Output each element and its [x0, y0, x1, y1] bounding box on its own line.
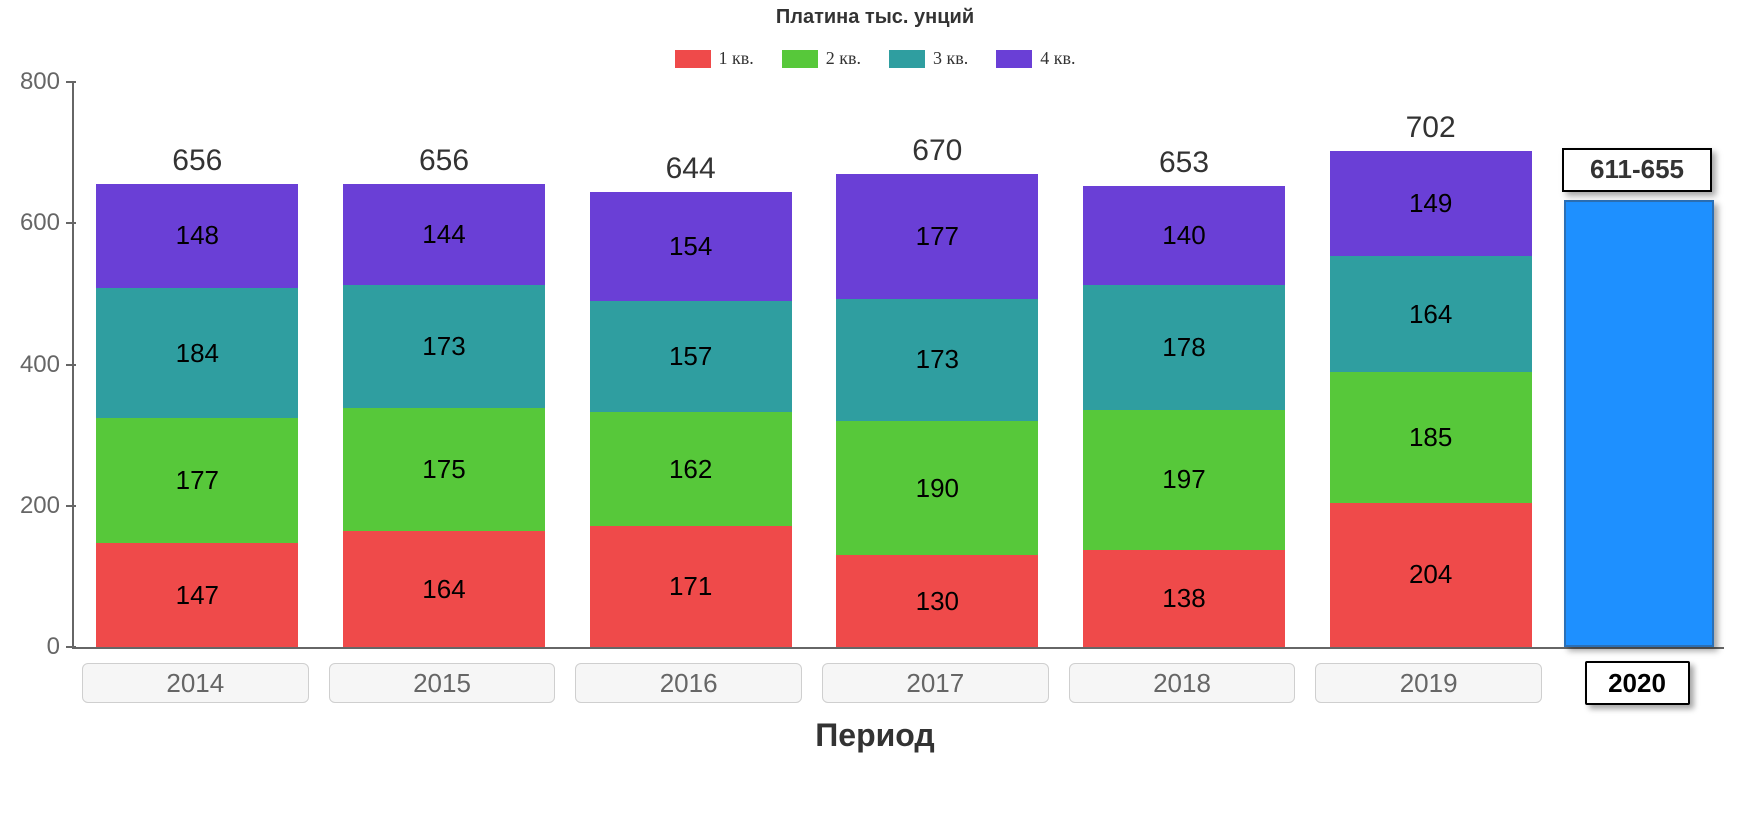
- bar-segment: 184: [96, 288, 298, 418]
- segment-value: 177: [916, 221, 959, 252]
- legend-item: 2 кв.: [782, 48, 861, 69]
- chart-container: Платина тыс. унций 1 кв.2 кв.3 кв.4 кв. …: [0, 0, 1750, 819]
- bar-total: 702: [1406, 111, 1456, 145]
- forecast-category-label: 2020: [1585, 661, 1690, 705]
- bar-segment: 177: [836, 174, 1038, 299]
- segment-value: 171: [669, 571, 712, 602]
- bar: 177173190130670: [836, 174, 1038, 647]
- segment-value: 162: [669, 454, 712, 485]
- chart-title: Платина тыс. унций: [0, 6, 1750, 29]
- bar-total: 653: [1159, 146, 1209, 180]
- bar-segment: 154: [590, 192, 792, 301]
- category-label: 2015: [329, 663, 556, 703]
- bar: 154157162171644: [590, 192, 792, 647]
- x-axis-label: Период: [0, 717, 1750, 754]
- bar-segment: 164: [343, 531, 545, 647]
- segment-value: 185: [1409, 422, 1452, 453]
- bar: 148184177147656: [96, 184, 298, 647]
- segment-value: 138: [1162, 583, 1205, 614]
- segment-value: 154: [669, 231, 712, 262]
- bar-segment: 140: [1083, 186, 1285, 285]
- segment-value: 173: [916, 344, 959, 375]
- segment-value: 164: [1409, 299, 1452, 330]
- segment-value: 197: [1162, 464, 1205, 495]
- segment-value: 144: [422, 219, 465, 250]
- bar-segment: 157: [590, 301, 792, 412]
- bar: 144173175164656: [343, 184, 545, 647]
- bar-total: 670: [912, 134, 962, 168]
- bar-total: 656: [419, 144, 469, 178]
- bar-segment: 204: [1330, 503, 1532, 647]
- category-label: 2017: [822, 663, 1049, 703]
- legend-label: 2 кв.: [826, 48, 861, 69]
- bar-segment: 177: [96, 418, 298, 543]
- bar-segment: 147: [96, 543, 298, 647]
- bar: 149164185204702: [1330, 151, 1532, 647]
- segment-value: 140: [1162, 220, 1205, 251]
- y-tick: 400: [20, 351, 74, 379]
- plot-area: 0200400600800148184177147656144173175164…: [72, 82, 1724, 649]
- category-label: 2019: [1315, 663, 1542, 703]
- legend-swatch: [996, 50, 1032, 68]
- segment-value: 178: [1162, 332, 1205, 363]
- bar-total: 656: [172, 144, 222, 178]
- bar-segment: 138: [1083, 550, 1285, 647]
- segment-value: 175: [422, 454, 465, 485]
- legend-swatch: [782, 50, 818, 68]
- bar-segment: 162: [590, 412, 792, 526]
- forecast-bar: [1564, 200, 1714, 647]
- bar-segment: 171: [590, 526, 792, 647]
- category-label: 2016: [575, 663, 802, 703]
- forecast-range-label: 611-655: [1562, 148, 1712, 192]
- bar-segment: 144: [343, 184, 545, 286]
- legend-swatch: [675, 50, 711, 68]
- segment-value: 130: [916, 586, 959, 617]
- bar-segment: 185: [1330, 372, 1532, 503]
- y-tick: 600: [20, 209, 74, 237]
- legend-label: 3 кв.: [933, 48, 968, 69]
- segment-value: 147: [176, 580, 219, 611]
- legend-item: 3 кв.: [889, 48, 968, 69]
- bar: 140178197138653: [1083, 186, 1285, 647]
- segment-value: 164: [422, 574, 465, 605]
- legend: 1 кв. 2 кв. 3 кв. 4 кв.: [0, 48, 1750, 69]
- segment-value: 190: [916, 473, 959, 504]
- segment-value: 173: [422, 331, 465, 362]
- bar-segment: 173: [343, 285, 545, 407]
- legend-label: 4 кв.: [1040, 48, 1075, 69]
- bar-segment: 148: [96, 184, 298, 289]
- bar-segment: 175: [343, 408, 545, 532]
- category-label: 2014: [82, 663, 309, 703]
- segment-value: 149: [1409, 188, 1452, 219]
- segment-value: 184: [176, 338, 219, 369]
- y-tick: 0: [47, 633, 74, 661]
- legend-item: 4 кв.: [996, 48, 1075, 69]
- segment-value: 177: [176, 465, 219, 496]
- segment-value: 157: [669, 341, 712, 372]
- bar-segment: 149: [1330, 151, 1532, 256]
- bar-segment: 197: [1083, 410, 1285, 549]
- bar-total: 644: [666, 152, 716, 186]
- y-tick: 800: [20, 68, 74, 96]
- bar-segment: 130: [836, 555, 1038, 647]
- bar-segment: 190: [836, 421, 1038, 555]
- legend-label: 1 кв.: [719, 48, 754, 69]
- legend-swatch: [889, 50, 925, 68]
- segment-value: 204: [1409, 559, 1452, 590]
- legend-item: 1 кв.: [675, 48, 754, 69]
- bar-segment: 178: [1083, 285, 1285, 411]
- y-tick: 200: [20, 492, 74, 520]
- bar-segment: 164: [1330, 256, 1532, 372]
- category-label: 2018: [1069, 663, 1296, 703]
- segment-value: 148: [176, 220, 219, 251]
- bar-segment: 173: [836, 299, 1038, 421]
